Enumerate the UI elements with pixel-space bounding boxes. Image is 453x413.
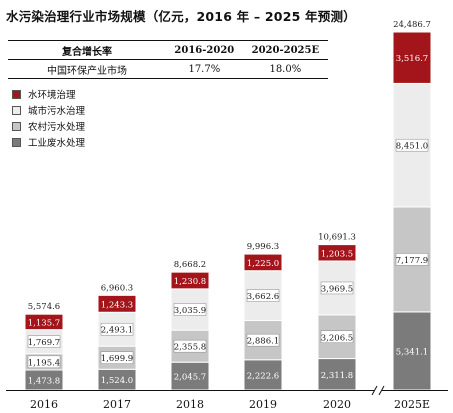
legend-swatch — [12, 89, 21, 99]
value-label-box — [173, 303, 207, 316]
bar-value-label: 2,311.8 — [321, 371, 353, 381]
value-label-box — [246, 289, 280, 302]
bar-segment — [170, 361, 210, 391]
bar-value-label: 3,969.5 — [321, 284, 353, 294]
bar-value-label: 3,516.7 — [396, 54, 428, 64]
legend-label: 工业废水处理 — [28, 138, 86, 149]
bar-segment — [97, 294, 137, 313]
legend-swatch — [12, 137, 21, 147]
x-tick-label: 2016 — [30, 398, 58, 411]
cagr-row-label: 中国环保产业市场 — [8, 59, 166, 79]
x-tick-label: 2025E — [394, 398, 430, 411]
bar-segment — [392, 311, 432, 391]
value-label-box — [320, 330, 354, 344]
bar-value-label: 2,886.1 — [247, 337, 279, 347]
value-label-box — [27, 335, 61, 348]
cagr-table-row: 中国环保产业市场 17.7% 18.0% — [8, 59, 328, 79]
bar-total-label: 24,486.7 — [393, 20, 431, 30]
bar-value-label: 3,662.6 — [247, 292, 279, 302]
bar-value-label: 1,203.5 — [321, 249, 353, 259]
cagr-header-period-2: 2020-2025E — [242, 40, 328, 60]
bar-value-label: 1,225.0 — [247, 259, 279, 269]
bar-value-label: 7,177.9 — [396, 256, 428, 266]
bar-total-label: 6,960.3 — [101, 283, 133, 293]
bar-value-label: 2,045.7 — [174, 373, 206, 383]
bar-segment — [24, 313, 64, 331]
legend-swatch — [12, 121, 21, 131]
legend-item: 城市污水治理 — [12, 102, 85, 118]
bar-value-label: 1,135.7 — [28, 318, 60, 328]
bar-value-label: 2,222.6 — [247, 371, 279, 381]
legend-item: 工业废水处理 — [12, 134, 85, 150]
x-tick-label: 2020 — [323, 398, 351, 411]
chart-legend: 水环境治理城市污水治理 农村污水处理 工业废水处理 — [12, 86, 85, 150]
bar-value-label: 2,493.1 — [101, 326, 133, 336]
bar-value-label: 8,451.0 — [396, 142, 428, 152]
legend-label: 水环境治理 — [28, 90, 76, 101]
bar-value-label: 1,524.0 — [101, 376, 133, 386]
bar-value-label: 1,769.7 — [28, 338, 60, 348]
bar-value-label: 1,230.8 — [174, 277, 206, 287]
bar-value-label: 5,341.1 — [396, 347, 428, 357]
bar-value-label: 1,243.3 — [101, 300, 133, 310]
value-label-box — [27, 355, 61, 369]
cagr-header-label: 复合增长率 — [8, 40, 166, 60]
cagr-header-period-1: 2016-2020 — [166, 40, 243, 60]
bar-value-label: 3,035.9 — [174, 306, 206, 316]
bar-total-label: 9,996.3 — [247, 242, 279, 252]
value-label-box — [395, 138, 429, 152]
value-label-box — [100, 351, 134, 364]
value-label-box — [100, 322, 134, 336]
bar-value-label: 1,699.9 — [101, 354, 133, 364]
legend-swatch — [12, 105, 21, 115]
legend-item: 水环境治理 — [12, 86, 85, 102]
value-label-box — [320, 281, 354, 295]
axis-break-mark — [378, 385, 385, 396]
x-tick-label: 2018 — [176, 398, 204, 411]
bar-value-label: 1,195.4 — [28, 358, 60, 368]
bar-value-label: 1,473.8 — [28, 376, 60, 386]
bar-segment — [317, 244, 357, 262]
cagr-row-value-2: 18.0% — [242, 59, 328, 79]
bar-total-label: 8,668.2 — [174, 260, 206, 270]
cagr-table: 复合增长率 2016-2020 2020-2025E 中国环保产业市场 17.7… — [8, 40, 328, 79]
x-tick-label: 2017 — [103, 398, 131, 411]
bar-segment — [170, 271, 210, 290]
value-label-box — [173, 339, 207, 353]
cagr-table-header: 复合增长率 2016-2020 2020-2025E — [8, 40, 328, 60]
x-tick-label: 2019 — [249, 398, 277, 411]
bar-segment — [243, 253, 283, 272]
bar-total-label: 5,574.6 — [28, 302, 60, 312]
value-label-box — [246, 333, 280, 347]
axis-break-mark — [371, 385, 378, 396]
legend-label: 农村污水处理 — [28, 122, 86, 133]
cagr-row-value-1: 17.7% — [166, 59, 243, 79]
value-label-box — [395, 253, 429, 266]
bar-value-label: 2,355.8 — [174, 343, 206, 353]
bar-segment — [243, 359, 283, 391]
bar-total-label: 10,691.3 — [318, 233, 356, 243]
legend-item: 农村污水处理 — [12, 118, 85, 134]
chart-title: 水污染治理行业市场规模（亿元，2016 年 – 2025 年预测） — [6, 9, 356, 24]
bar-value-label: 3,206.5 — [321, 333, 353, 343]
bar-segment — [317, 358, 357, 391]
bar-segment — [392, 31, 432, 84]
legend-label: 城市污水治理 — [28, 106, 86, 117]
